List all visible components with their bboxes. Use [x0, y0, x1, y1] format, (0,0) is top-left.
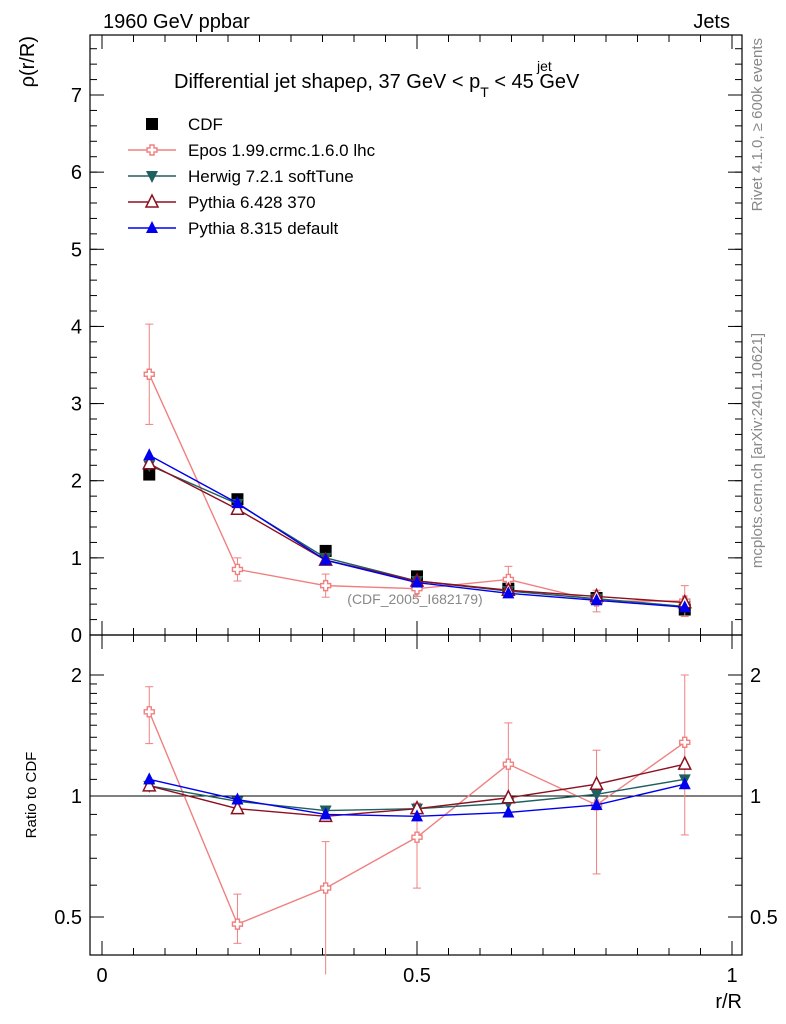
ratio-pythia-8-315-default-point — [319, 807, 332, 820]
y-tick-label-right: 1 — [750, 786, 761, 808]
pythia-8-315-default-point — [143, 448, 156, 461]
ratio-series-group — [142, 674, 692, 975]
chart-title: Differential jet shapeρ, 37 GeV < pT < 4… — [174, 71, 580, 100]
ratio-pythia-8-315-default-point — [411, 809, 423, 822]
ratio-axis-ticks: 0.5 0.5 1 1 2 2 0 0.5 1 — [54, 635, 778, 987]
y-tick-label: 1 — [71, 548, 82, 570]
mcplots-reference-label: mcplots.cern.ch [arXiv:2401.10621] — [749, 333, 766, 568]
y-tick-label: 6 — [71, 162, 82, 184]
epos-1-99-crmc-1-6-0-lhc-point — [231, 563, 244, 576]
ratio-pythia-8-315-default-point — [678, 777, 691, 790]
legend-marker-pythia-6-428-370 — [144, 193, 160, 208]
legend-marker-cdf — [146, 118, 158, 130]
epos-1-99-crmc-1-6-0-lhc-point — [502, 573, 515, 586]
y-tick-label: 5 — [71, 239, 82, 261]
ratio-epos-1-99-crmc-1-6-0-lhc-point — [502, 758, 515, 770]
ratio-pythia-6-428-370-point — [501, 789, 516, 804]
x-tick-label: 0 — [96, 965, 107, 987]
legend-entry-herwig-7-2-1-softtune: Herwig 7.2.1 softTune — [128, 167, 354, 186]
y-tick-label: 3 — [71, 394, 82, 416]
legend-label-herwig-7-2-1-softtune: Herwig 7.2.1 softTune — [188, 167, 354, 186]
legend-label-cdf: CDF — [188, 115, 223, 134]
chart-title-end: < 45 GeV — [489, 71, 580, 93]
series-ratio-pythia-8-315-default — [143, 772, 691, 822]
epos-1-99-crmc-1-6-0-lhc-line — [148, 373, 685, 602]
ratio-pythia-8-315-default-point — [590, 797, 603, 810]
pythia-8-315-default-point — [678, 600, 691, 613]
epos-1-99-crmc-1-6-0-lhc-point — [319, 579, 332, 592]
pythia-6-428-370-point — [230, 500, 245, 516]
y-tick-label: 4 — [71, 316, 82, 338]
y-tick-label: 7 — [71, 85, 82, 107]
pythia-6-428-370-point — [142, 455, 157, 470]
main-axis-ticks: 0 1 2 3 4 5 6 7 — [71, 35, 742, 647]
cdf-point — [143, 468, 156, 481]
legend-marker-pythia-8-315-default — [146, 221, 158, 233]
header-energy-label: 1960 GeV ppbar — [103, 11, 250, 33]
legend-marker-herwig-7-2-1-softtune — [146, 171, 158, 183]
y-tick-label-right: 0.5 — [750, 907, 778, 929]
chart-title-main: Differential jet shapeρ, 37 GeV < p — [174, 71, 480, 93]
legend-entry-epos-1-99-crmc-1-6-0-lhc: Epos 1.99.crmc.1.6.0 lhc — [128, 141, 376, 160]
header-category-label: Jets — [693, 11, 730, 33]
main-y-axis-label: ρ(r/R) — [17, 36, 39, 87]
pythia-8-315-default-point — [231, 496, 244, 509]
ratio-epos-1-99-crmc-1-6-0-lhc-point — [319, 882, 332, 894]
y-tick-label: 0.5 — [54, 907, 82, 929]
series-ratio-epos-1-99-crmc-1-6-0-lhc — [143, 674, 691, 975]
legend: CDF Epos 1.99.crmc.1.6.0 lhc Herwig 7.2.1 … — [128, 115, 376, 238]
legend-entry-cdf: CDF — [146, 115, 223, 134]
main-plot-panel: 0 1 2 3 4 5 6 7 (CDF_2005_I682179) Differential… — [17, 34, 743, 647]
ratio-pythia-6-428-370-point — [589, 775, 604, 790]
ratio-herwig-7-2-1-softtune-point — [590, 789, 603, 802]
legend-label-pythia-6-428-370: Pythia 6.428 370 — [188, 193, 316, 212]
ratio-epos-1-99-crmc-1-6-0-lhc-point — [411, 831, 423, 843]
x-tick-label: 1 — [726, 965, 737, 987]
x-axis-label: r/R — [715, 991, 742, 1013]
legend-label-pythia-8-315-default: Pythia 8.315 default — [188, 219, 339, 238]
legend-entry-pythia-8-315-default: Pythia 8.315 default — [128, 219, 339, 238]
main-series-group — [142, 323, 692, 617]
ratio-plot-frame — [89, 634, 743, 956]
legend-entry-pythia-6-428-370: Pythia 6.428 370 — [128, 193, 316, 212]
ratio-pythia-8-315-default-point — [231, 792, 244, 805]
ratio-epos-1-99-crmc-1-6-0-lhc-point — [143, 706, 155, 718]
pythia-8-315-default-point — [411, 575, 423, 588]
ratio-pythia-8-315-default-point — [502, 805, 515, 818]
pythia-8-315-default-point — [590, 593, 603, 606]
y-tick-label: 2 — [71, 471, 82, 493]
ratio-y-axis-label: Ratio to CDF — [23, 752, 40, 839]
ratio-epos-1-99-crmc-1-6-0-lhc-point — [231, 918, 244, 930]
y-tick-label: 2 — [71, 665, 82, 687]
x-tick-label: 0.5 — [403, 965, 431, 987]
pythia-8-315-default-point — [319, 553, 332, 566]
analysis-watermark: (CDF_2005_I682179) — [347, 591, 482, 607]
chart-title-subscript: T — [480, 84, 489, 100]
legend-label-epos-1-99-crmc-1-6-0-lhc: Epos 1.99.crmc.1.6.0 lhc — [188, 141, 376, 160]
ratio-pythia-8-315-default-point — [143, 772, 156, 785]
ratio-pythia-6-428-370-point — [142, 777, 157, 792]
rivet-version-label: Rivet 4.1.0, ≥ 600k events — [749, 38, 766, 211]
y-tick-label-right: 2 — [750, 665, 761, 687]
ratio-plot-panel: 0.5 0.5 1 1 2 2 0 0.5 1 Ratio to CDF r/R — [23, 634, 778, 1013]
ratio-pythia-6-428-370-point — [677, 755, 692, 770]
legend-marker-epos-1-99-crmc-1-6-0-lhc — [146, 144, 158, 156]
epos-1-99-crmc-1-6-0-lhc-point — [143, 368, 155, 380]
chart-title-superscript: jet — [536, 58, 552, 74]
y-tick-label: 0 — [71, 625, 82, 647]
pythia-8-315-default-point — [502, 586, 515, 599]
y-tick-label: 1 — [71, 786, 82, 808]
ratio-pythia-6-428-370-point — [230, 799, 245, 815]
ratio-epos-1-99-crmc-1-6-0-lhc-point — [679, 736, 691, 749]
series-pythia-8-315-default — [143, 448, 691, 613]
